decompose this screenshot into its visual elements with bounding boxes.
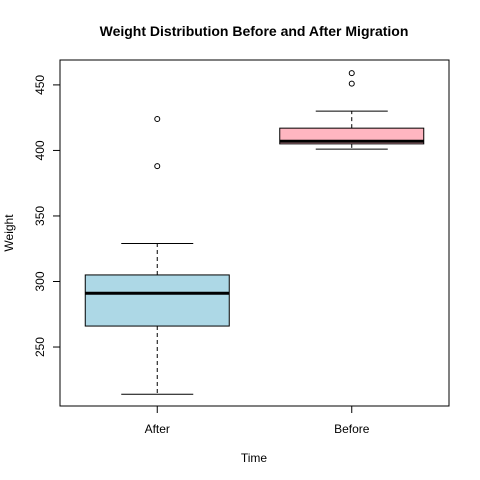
outlier-point <box>349 71 354 76</box>
outlier-point <box>155 116 160 121</box>
x-tick-label: After <box>145 422 170 436</box>
chart-title: Weight Distribution Before and After Mig… <box>100 23 409 39</box>
iqr-box <box>85 275 229 326</box>
outlier-point <box>155 164 160 169</box>
boxes <box>85 71 424 395</box>
outlier-point <box>349 81 354 86</box>
y-tick-label: 300 <box>33 271 47 291</box>
x-tick-label: Before <box>334 422 370 436</box>
x-axis-label: Time <box>241 451 268 465</box>
box-after <box>85 116 229 394</box>
y-axis: 250 300 350 400 450 <box>33 75 60 357</box>
x-axis: After Before <box>145 406 370 436</box>
y-tick-label: 400 <box>33 140 47 160</box>
y-tick-label: 250 <box>33 337 47 357</box>
y-tick-label: 450 <box>33 75 47 95</box>
y-axis-label: Weight <box>2 214 16 252</box>
box-before <box>280 71 424 150</box>
plot-area-frame <box>60 60 449 406</box>
y-tick-label: 350 <box>33 206 47 226</box>
